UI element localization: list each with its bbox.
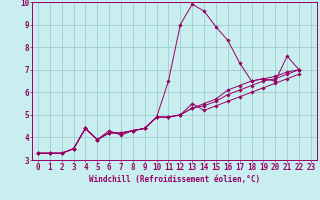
X-axis label: Windchill (Refroidissement éolien,°C): Windchill (Refroidissement éolien,°C) xyxy=(89,175,260,184)
